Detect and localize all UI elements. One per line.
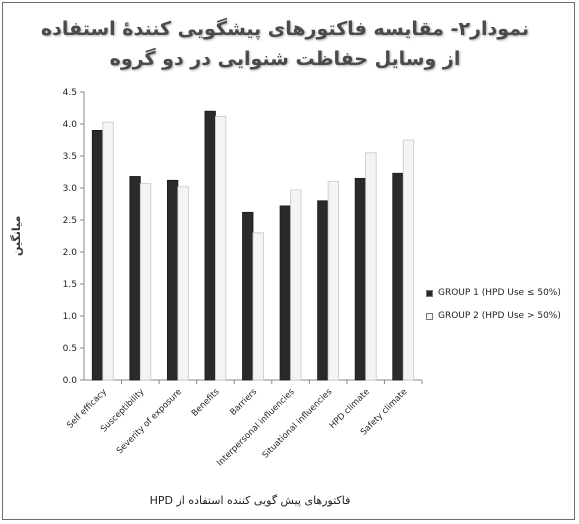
x-tick-label: Severity of exposure — [115, 387, 184, 456]
bar-1 — [204, 110, 216, 381]
bar-2 — [215, 115, 227, 381]
y-tick-label: 4.5 — [63, 88, 77, 98]
bar-2 — [402, 139, 415, 381]
legend-swatch-group-2 — [426, 312, 433, 320]
bar-1 — [392, 172, 404, 381]
bar-2 — [139, 183, 152, 381]
legend-swatch-group-1 — [426, 289, 433, 297]
legend-label-group-1: GROUP 1 (HPD Use ≤ 50%) — [438, 288, 561, 298]
bar-1 — [166, 179, 179, 381]
x-tick-label: Situational influencies — [261, 387, 335, 461]
y-tick-label: 0.5 — [63, 344, 77, 354]
y-tick-label: 4.0 — [63, 120, 78, 130]
x-tick-label: Benefits — [190, 387, 222, 419]
x-tick-label: Barriers — [228, 387, 259, 418]
y-tick-label: 2.0 — [63, 248, 78, 258]
y-axis-title: میانگین — [10, 215, 23, 256]
bar-1 — [242, 211, 254, 381]
legend: GROUP 1 (HPD Use ≤ 50%) GROUP 2 (HPD Use… — [426, 286, 561, 332]
bar-1 — [129, 176, 141, 381]
y-tick-label: 0.0 — [63, 376, 78, 386]
bar-1 — [317, 200, 329, 381]
y-tick-label: 3.0 — [63, 184, 78, 194]
y-tick-label: 1.5 — [63, 280, 77, 290]
bar-2 — [102, 121, 114, 381]
legend-item-group-1: GROUP 1 (HPD Use ≤ 50%) — [426, 286, 561, 300]
legend-item-group-2: GROUP 2 (HPD Use > 50%) — [426, 309, 561, 323]
y-tick-label: 1.0 — [63, 312, 78, 322]
bar-2 — [365, 152, 377, 381]
chart-title: نمودار۲- مقایسه فاکتورهای پیشگویی کنندهٔ… — [40, 18, 530, 70]
y-tick-label: 2.5 — [63, 216, 77, 226]
bar-1 — [354, 177, 367, 381]
bar-2 — [327, 181, 340, 381]
x-tick-label: Interpersonal influencies — [215, 387, 297, 469]
bar-2 — [290, 189, 302, 381]
bar-1 — [279, 205, 291, 381]
y-tick-label: 3.5 — [63, 152, 77, 162]
bar-2 — [252, 232, 264, 381]
x-axis-title: فاکتورهای پیش گویی کننده استفاده از HPD — [149, 494, 351, 507]
bar-2 — [177, 186, 189, 381]
legend-label-group-2: GROUP 2 (HPD Use > 50%) — [438, 311, 561, 321]
bar-1 — [91, 129, 104, 381]
